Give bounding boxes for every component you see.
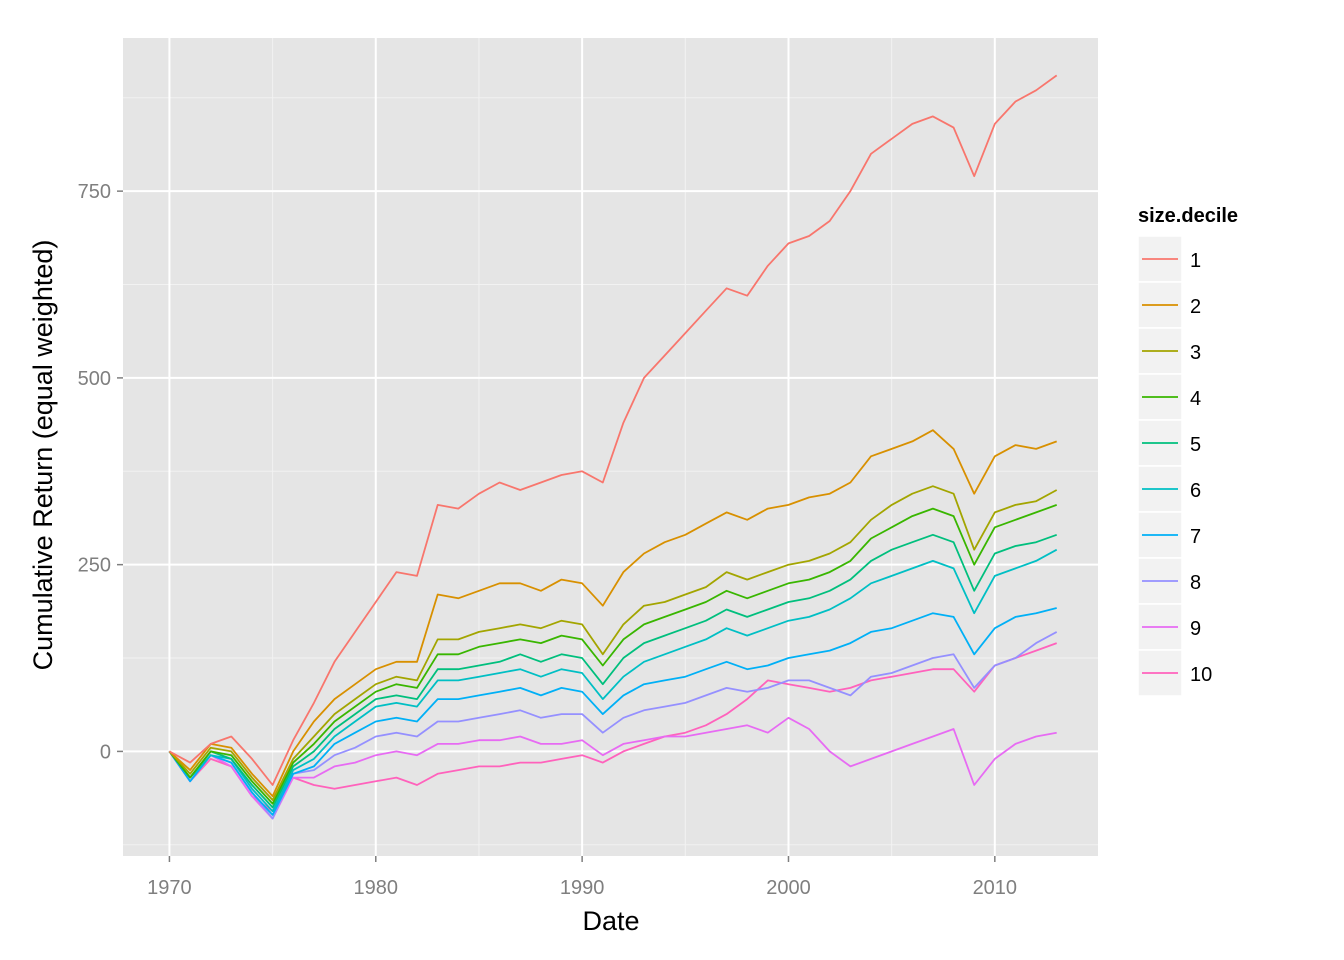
series-line-8 — [168, 631, 1058, 820]
legend-label: 4 — [1190, 388, 1201, 410]
y-axis-label: Cumulative Return (equal weighted) — [28, 240, 58, 671]
x-axis-label: Date — [582, 906, 639, 936]
series-line-2 — [168, 429, 1058, 798]
series-line-5 — [168, 533, 1058, 809]
legend-label: 9 — [1190, 618, 1201, 640]
series-line-9 — [168, 716, 1057, 820]
legend-label: 5 — [1190, 434, 1201, 456]
legend-label: 3 — [1190, 342, 1201, 364]
series-line-4 — [168, 504, 1058, 805]
y-tick-label: 0 — [100, 741, 111, 763]
legend-label: 6 — [1190, 480, 1201, 502]
legend-label: 2 — [1190, 296, 1201, 318]
series-line-10 — [168, 642, 1058, 813]
y-tick-label: 750 — [78, 181, 111, 203]
legend-label: 10 — [1190, 664, 1212, 686]
x-tick-label: 1990 — [560, 877, 605, 899]
series-line-7 — [168, 607, 1057, 816]
y-tick-label: 250 — [78, 555, 111, 577]
x-tick-label: 1980 — [354, 877, 399, 899]
legend-title: size.decile — [1138, 205, 1238, 227]
legend-label: 8 — [1190, 572, 1201, 594]
legend-label: 1 — [1190, 250, 1201, 272]
legend-label: 7 — [1190, 526, 1201, 548]
x-tick-label: 2010 — [973, 877, 1018, 899]
series-line-6 — [168, 548, 1058, 813]
series-line-1 — [168, 74, 1058, 786]
x-tick-label: 1970 — [147, 877, 192, 899]
series-line-3 — [168, 485, 1058, 801]
plot-panel — [123, 38, 1098, 856]
x-tick-label: 2000 — [766, 877, 811, 899]
y-tick-label: 500 — [78, 368, 111, 390]
